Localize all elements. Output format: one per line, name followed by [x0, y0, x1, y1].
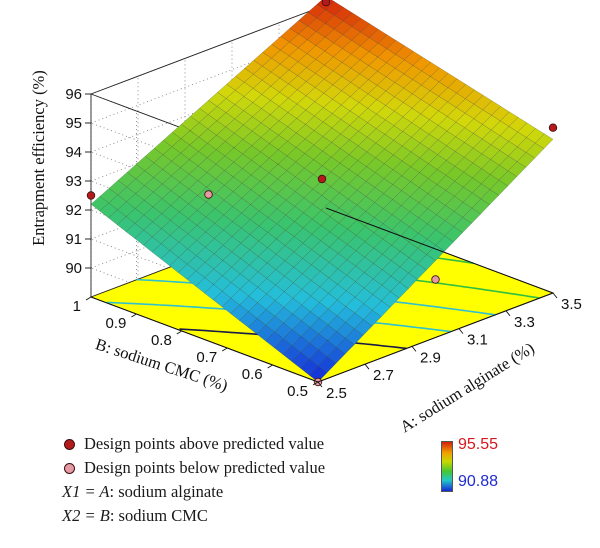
x-tick-mark-2 — [411, 346, 417, 352]
design-point-6 — [431, 275, 440, 284]
z-axis-label: Entrapment efficiency (%) — [29, 70, 48, 246]
y-tick-label-1: 0.6 — [242, 366, 263, 383]
y-tick-mark-3 — [176, 330, 183, 335]
x-tick-label-4: 3.3 — [514, 314, 535, 331]
x-tick-mark-0 — [317, 381, 323, 388]
factor2-var: B — [99, 506, 110, 525]
y-tick-label-2: 0.7 — [196, 349, 217, 366]
color-scale: 95.55 90.88 — [441, 436, 551, 492]
factor-2: X2 = B: sodium CMC — [62, 504, 325, 528]
design-point-0 — [86, 191, 96, 200]
color-scale-min: 90.88 — [458, 473, 499, 490]
box-back-edge-3 — [90, 4, 327, 95]
y-tick-mark-5 — [85, 296, 92, 301]
x-tick-label-2: 2.9 — [420, 349, 441, 366]
factor1-prefix: X1 = — [62, 482, 100, 501]
factor-1: X1 = A: sodium alginate — [62, 480, 325, 504]
legend-below-label: Design points below predicted value — [84, 458, 326, 477]
legend: Design points above predicted value Desi… — [62, 432, 325, 528]
x-tick-label-3: 3.1 — [467, 332, 488, 349]
point-below-icon — [64, 463, 75, 474]
y-tick-mark-4 — [131, 313, 137, 318]
z-tick-label-0: 90 — [65, 260, 82, 277]
legend-above-label: Design points above predicted value — [84, 434, 325, 453]
factor1-var: A — [99, 482, 110, 501]
x-tick-label-5: 3.5 — [561, 296, 582, 313]
z-tick-label-4: 94 — [65, 144, 82, 161]
box-front-edge-1 — [90, 296, 319, 383]
color-scale-bar — [441, 441, 453, 492]
x-axis-label: A: sodium alginate (%) — [397, 338, 538, 436]
y-tick-label-3: 0.8 — [151, 332, 172, 349]
x-tick-mark-5 — [552, 292, 558, 299]
factor1-name: : sodium alginate — [109, 482, 224, 501]
y-tick-mark-1 — [267, 364, 273, 369]
x-tick-label-1: 2.7 — [373, 367, 394, 384]
factor2-prefix: X2 = — [62, 506, 100, 525]
z-tick-label-3: 93 — [65, 173, 82, 190]
z-tick-label-5: 95 — [65, 115, 82, 132]
y-tick-mark-0 — [312, 381, 319, 386]
x-tick-mark-3 — [458, 328, 464, 334]
color-scale-max: 95.55 — [458, 436, 499, 453]
z-tick-label-1: 91 — [65, 231, 82, 248]
y-tick-mark-2 — [221, 347, 228, 352]
design-point-1 — [321, 0, 331, 7]
box-front-edge-2 — [325, 207, 554, 294]
x-tick-label-0: 2.5 — [326, 385, 347, 402]
x-tick-mark-4 — [505, 310, 511, 317]
y-tick-label-0: 0.5 — [287, 383, 308, 400]
legend-item-below: Design points below predicted value — [62, 456, 325, 480]
z-tick-label-2: 92 — [65, 202, 82, 219]
design-point-3 — [317, 174, 327, 184]
y-tick-label-5: 1 — [73, 298, 81, 315]
box-front-edge-0 — [317, 292, 554, 383]
design-point-2 — [548, 123, 558, 132]
design-point-5 — [204, 190, 213, 199]
factor2-name: : sodium CMC — [109, 506, 208, 525]
y-tick-label-4: 0.9 — [106, 315, 127, 332]
z-tick-label-6: 96 — [65, 86, 82, 103]
surface-cell — [534, 133, 554, 149]
point-above-icon — [64, 439, 75, 450]
legend-item-above: Design points above predicted value — [62, 432, 325, 456]
x-tick-mark-1 — [364, 363, 370, 370]
